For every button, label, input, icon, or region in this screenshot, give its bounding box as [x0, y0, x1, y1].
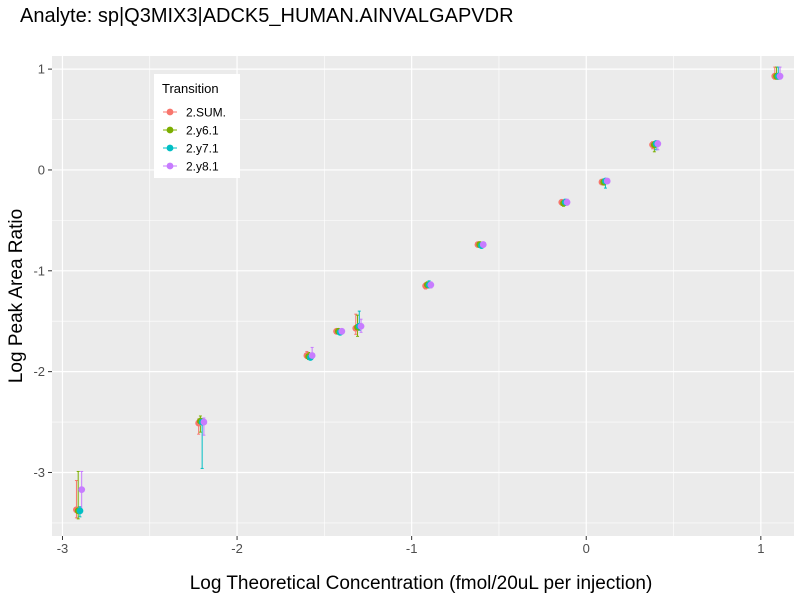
legend-box: [154, 74, 240, 178]
legend-key-dot: [166, 144, 174, 152]
y-tick-label: -3: [33, 465, 45, 480]
x-tick-label: -3: [57, 541, 69, 556]
chart-title: Analyte: sp|Q3MIX3|ADCK5_HUMAN.AINVALGAP…: [20, 5, 514, 27]
data-point: [308, 352, 316, 359]
data-point: [563, 198, 571, 206]
x-tick-label: -2: [231, 541, 243, 556]
legend-label: 2.y8.1: [186, 160, 219, 174]
x-tick-label: 1: [757, 541, 764, 556]
data-point: [338, 327, 346, 335]
legend-items: 2.SUM. 2.y6.1 2.y7.1 2.y8.1: [163, 106, 226, 174]
data-point: [76, 507, 84, 515]
data-marks: [73, 66, 784, 520]
legend-label: 2.SUM.: [186, 106, 226, 120]
data-point: [427, 281, 435, 289]
legend-title: Transition: [162, 81, 219, 96]
data-point: [200, 418, 208, 426]
y-tick-label: -2: [33, 364, 45, 379]
data-point: [654, 140, 662, 148]
legend-label: 2.y7.1: [186, 142, 219, 156]
legend-key-dot: [166, 108, 174, 116]
axes: -3 -2 -1 0 1 -3 -2 -1 0 1: [33, 62, 764, 556]
data-point: [479, 241, 487, 248]
data-point: [357, 322, 365, 330]
x-axis-title: Log Theoretical Concentration (fmol/20uL…: [190, 573, 653, 594]
legend-label: 2.y6.1: [186, 124, 219, 138]
x-tick-label: -1: [406, 541, 418, 556]
data-point: [603, 177, 611, 185]
legend-key-dot: [166, 126, 174, 134]
data-point: [78, 486, 86, 494]
y-tick-label: 0: [38, 162, 45, 177]
y-axis-title: Log Peak Area Ratio: [6, 209, 27, 383]
y-tick-label: 1: [38, 62, 45, 77]
legend: Transition 2.SUM. 2.y6.1 2.y7.1 2.y8.1: [154, 74, 240, 178]
x-tick-label: 0: [583, 541, 590, 556]
y-tick-label: -1: [33, 263, 45, 278]
data-point: [776, 72, 784, 80]
legend-key-dot: [166, 162, 174, 170]
